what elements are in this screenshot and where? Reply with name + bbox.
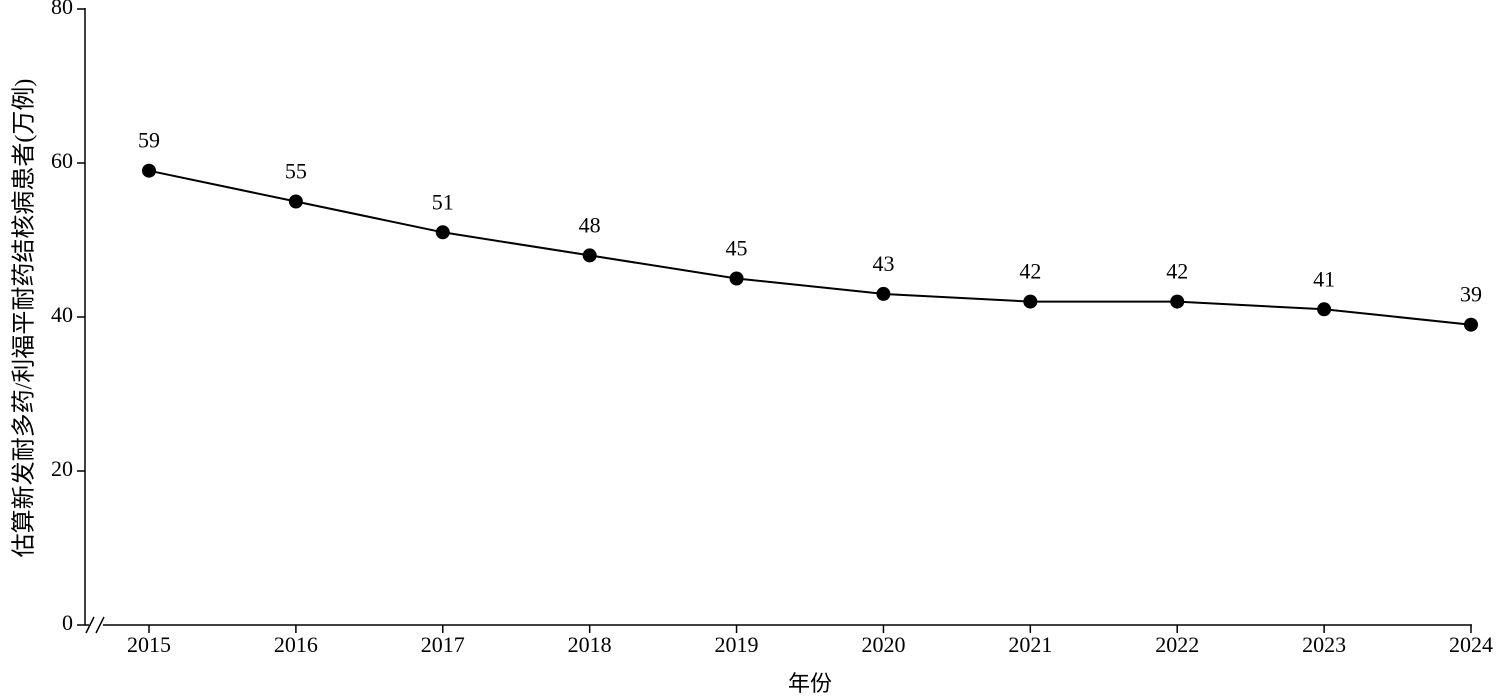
axis-break [85,616,95,634]
point [435,225,450,240]
data-label: 39 [1460,282,1482,307]
data-label: 42 [1019,259,1041,284]
data-label: 41 [1313,266,1335,291]
axis-break [95,616,105,634]
data-label: 43 [872,251,894,276]
y-tick-label: 20 [51,456,73,481]
point [142,163,156,178]
point [1317,302,1332,317]
y-tick-label: 40 [51,302,73,327]
point [1023,294,1038,309]
point [729,271,744,286]
x-tick-label: 2017 [421,632,465,657]
data-label: 59 [138,128,160,153]
line [148,169,1472,326]
data-label: 55 [285,159,307,184]
x-tick-label: 2015 [127,632,171,657]
x-tick-label: 2020 [861,632,905,657]
x-tick-label: 2018 [568,632,612,657]
y-tick-label: 60 [51,148,73,173]
x-tick-label: 2024 [1449,632,1493,657]
x-tick-label: 2016 [274,632,318,657]
y-tick-label: 80 [51,0,73,19]
point [288,194,303,209]
data-label: 48 [579,212,601,237]
data-label: 45 [726,236,748,261]
point [876,286,891,301]
x-tick-label: 2022 [1155,632,1199,657]
point [582,248,597,263]
data-label: 42 [1166,259,1188,284]
x-tick-label: 2019 [715,632,759,657]
point [1170,294,1185,309]
y-axis-label: 估算新发耐多药/利福平耐药结核病患者(万例) [11,79,38,558]
data-label: 51 [432,189,454,214]
y-tick-label: 0 [62,610,73,635]
x-tick-label: 2021 [1008,632,1052,657]
x-axis-label: 年份 [788,671,832,696]
point [1464,317,1478,332]
x-tick-label: 2023 [1302,632,1346,657]
